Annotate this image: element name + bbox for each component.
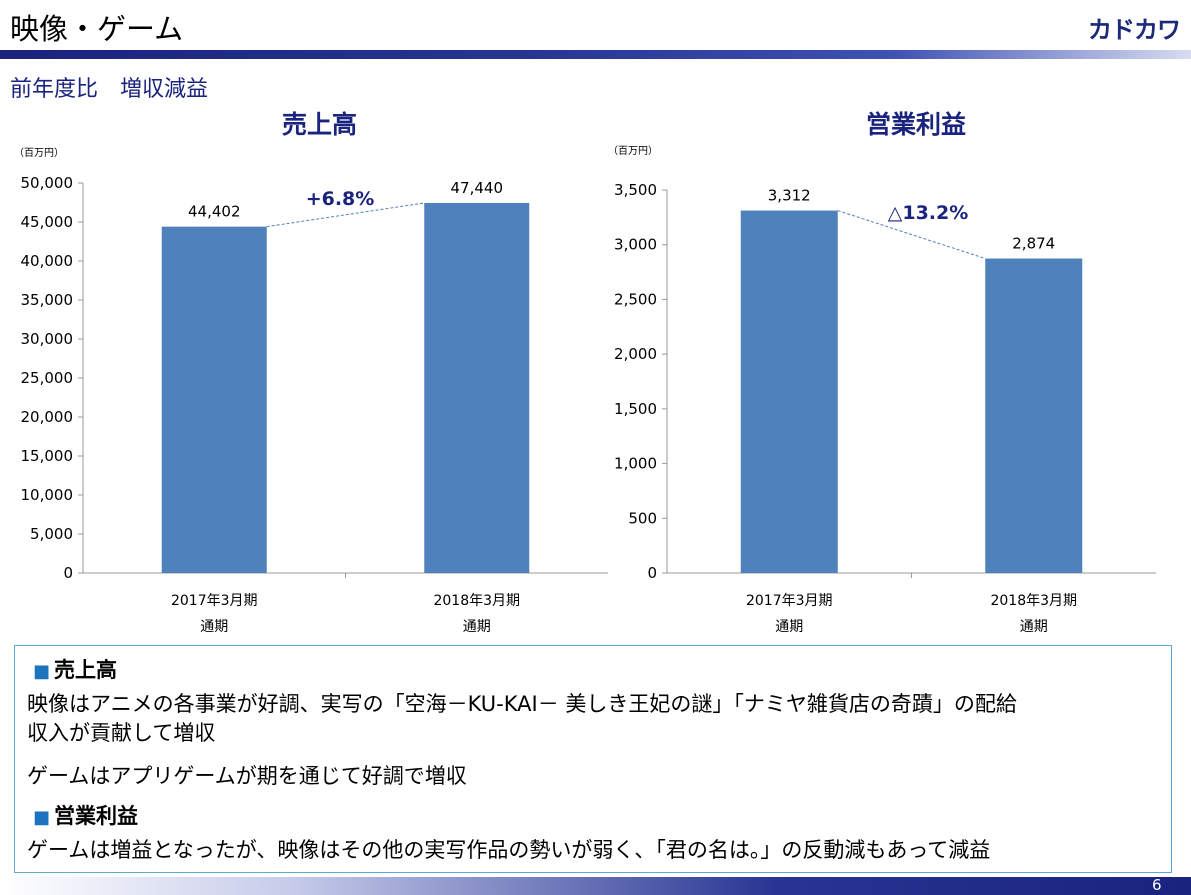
sales-y-tick-label: 20,000	[21, 408, 74, 426]
profit-y-tick-label: 1,000	[614, 455, 657, 473]
square-bullet-icon: ■	[33, 661, 51, 682]
sales-y-tick-label: 25,000	[21, 369, 74, 387]
profit-x-tick-label: 2018年3月期	[990, 593, 1077, 609]
sales-y-tick-label: 35,000	[21, 291, 74, 309]
profit-y-tick-label: 3,000	[614, 236, 657, 254]
profit-bar	[740, 210, 838, 573]
profit-x-tick-sublabel: 通期	[1020, 619, 1048, 635]
page-subtitle: 前年度比 増収減益	[10, 77, 209, 102]
profit-chart-title: 営業利益	[866, 110, 967, 139]
profit-x-tick-sublabel: 通期	[775, 619, 803, 635]
profit-bar-value-label: 2,874	[1012, 235, 1055, 253]
profit-bar	[985, 258, 1083, 573]
profit-change-connector	[837, 210, 986, 259]
sales-x-tick-sublabel: 通期	[200, 619, 228, 635]
sales-y-tick-label: 10,000	[21, 486, 74, 504]
sales-chart-title: 売上高	[282, 110, 358, 139]
profit-y-tick-label: 2,500	[614, 290, 657, 308]
sales-y-tick-label: 45,000	[21, 213, 74, 231]
profit-chart: （百万円） 0 500 1,000 1,500 2,000 2,500 3,000 3,500 3…	[608, 145, 1156, 635]
sales-change-connector	[266, 202, 425, 228]
sales-notes-heading: ■ 売上高	[33, 654, 117, 684]
sales-y-tick-label: 15,000	[21, 447, 74, 465]
profit-y-tick-label: 3,500	[614, 181, 657, 199]
sales-change-label: +6.8%	[306, 188, 375, 210]
sales-y-tick-label: 40,000	[21, 252, 74, 270]
sales-note-text: 映像はアニメの各事業が好調、実写の「空海－KU-KAI－ 美しき王妃の謎」「ナミ…	[27, 690, 1167, 748]
sales-unit-label: （百万円）	[14, 147, 64, 159]
profit-change-label: △13.2%	[888, 202, 969, 224]
sales-x-tick-label: 2017年3月期	[171, 593, 258, 609]
sales-bar	[161, 226, 267, 573]
page-number: 6	[1152, 876, 1162, 894]
sales-bar	[424, 202, 530, 573]
notes-box: ■ 売上高 映像はアニメの各事業が好調、実写の「空海－KU-KAI－ 美しき王妃の…	[14, 645, 1172, 873]
sales-bar-value-label: 47,440	[451, 179, 504, 197]
sales-note-line-2: 収入が貢献して増収	[27, 721, 216, 745]
company-logo: カドカワ	[1088, 16, 1181, 44]
sales-notes-heading-text: 売上高	[54, 658, 118, 682]
sales-bar-value-label: 44,402	[188, 203, 241, 221]
profit-note-line-1: ゲームは増益となったが、映像はその他の実写作品の勢いが弱く、「君の名は。」の反動…	[27, 838, 991, 862]
sales-note-line-3: ゲームはアプリゲームが期を通じて好調で増収	[27, 764, 467, 788]
profit-notes-heading-text: 営業利益	[54, 804, 139, 828]
header-bar	[0, 50, 1191, 59]
sales-chart: （百万円） 0 5,000 10,000 15,000 20,000 25,000 30,00…	[14, 147, 608, 635]
profit-y-tick-label: 0	[647, 564, 657, 582]
sales-y-tick-label: 5,000	[30, 525, 73, 543]
sales-y-tick-label: 50,000	[21, 174, 74, 192]
profit-unit-label: （百万円）	[608, 145, 658, 157]
profit-y-tick-label: 2,000	[614, 345, 657, 363]
sales-y-tick-label: 30,000	[21, 330, 74, 348]
page-title: 映像・ゲーム	[10, 12, 184, 46]
profit-bar-value-label: 3,312	[768, 187, 811, 205]
profit-notes-heading: ■ 営業利益	[33, 800, 138, 830]
sales-y-tick-label: 0	[63, 564, 73, 582]
sales-x-tick-label: 2018年3月期	[433, 593, 520, 609]
profit-y-tick-label: 1,500	[614, 400, 657, 418]
sales-x-tick-sublabel: 通期	[463, 619, 491, 635]
profit-y-tick-label: 500	[628, 509, 657, 527]
sales-note-line-1: 映像はアニメの各事業が好調、実写の「空海－KU-KAI－ 美しき王妃の謎」「ナミ…	[27, 692, 1017, 716]
profit-x-tick-label: 2017年3月期	[746, 593, 833, 609]
square-bullet-icon: ■	[33, 807, 51, 828]
footer-bar	[0, 877, 1191, 895]
